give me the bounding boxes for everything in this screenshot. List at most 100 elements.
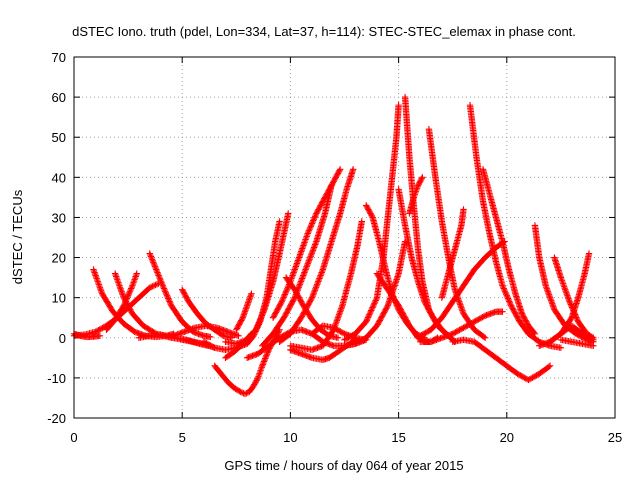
data-point [294, 287, 301, 294]
data-point [383, 303, 391, 311]
data-point [120, 302, 127, 309]
data-point [506, 298, 513, 305]
data-point [527, 375, 535, 382]
data-point [298, 275, 306, 282]
data-point [161, 286, 168, 294]
data-point [282, 289, 289, 297]
data-point [315, 278, 322, 285]
data-point [155, 273, 163, 281]
data-point [588, 335, 596, 343]
series-31 [417, 238, 508, 339]
data-point [348, 332, 355, 340]
y-tick-label: -20 [47, 411, 66, 426]
data-point [285, 281, 293, 288]
data-point [419, 331, 427, 338]
data-point [317, 272, 324, 279]
data-point [119, 303, 127, 311]
data-point [566, 299, 574, 307]
series-19 [276, 166, 357, 345]
data-point [96, 326, 103, 333]
data-point [294, 285, 302, 292]
data-point [312, 284, 320, 291]
data-point [481, 334, 489, 341]
data-point [254, 376, 261, 383]
data-point [148, 254, 155, 262]
data-point [418, 175, 425, 182]
data-point [262, 355, 269, 362]
data-point [255, 319, 263, 326]
data-point [312, 211, 319, 219]
data-point [206, 341, 213, 348]
data-point [566, 298, 573, 305]
data-point [166, 298, 173, 305]
data-point [292, 292, 299, 300]
data-point [309, 218, 316, 226]
data-point [507, 301, 514, 308]
data-point [476, 315, 483, 322]
data-point [582, 332, 589, 339]
data-point [357, 337, 364, 344]
x-tick-label: 15 [391, 430, 405, 445]
data-point [530, 373, 538, 381]
chart-title: dSTEC Iono. truth (pdel, Lon=334, Lat=37… [72, 24, 576, 39]
data-point [300, 270, 308, 278]
data-point [371, 298, 379, 306]
axis-ticks: 0 5 10 15 20 25 -20 -10 0 10 20 30 40 50 60 70 [47, 50, 622, 445]
data-point [165, 295, 172, 302]
data-point [258, 312, 266, 319]
data-point [280, 294, 287, 301]
series-18 [259, 182, 335, 349]
data-point [368, 305, 376, 313]
data-point [297, 278, 305, 285]
data-point [303, 263, 310, 270]
x-tick-label: 20 [500, 430, 514, 445]
data-point [353, 339, 360, 347]
y-tick-label: 20 [52, 251, 66, 266]
series-21 [287, 336, 359, 364]
data-point [296, 282, 303, 290]
data-point [312, 241, 319, 248]
data-point [464, 322, 471, 329]
data-point [336, 167, 343, 174]
data-point [501, 286, 508, 294]
data-point [526, 375, 533, 383]
data-point [259, 309, 267, 316]
data-point [124, 293, 131, 301]
series-8 [179, 286, 236, 341]
data-point [519, 373, 527, 381]
y-tick-label: 50 [52, 130, 66, 145]
data-point [156, 275, 163, 282]
data-point [458, 325, 466, 332]
series-34 [466, 101, 565, 352]
data-point [363, 317, 370, 324]
data-point [311, 214, 318, 221]
data-point [311, 288, 318, 295]
data-point [336, 166, 344, 173]
data-point [456, 326, 463, 334]
data-point [253, 325, 260, 332]
data-point [334, 326, 341, 334]
series-29 [406, 174, 426, 217]
data-point [452, 329, 459, 336]
data-point [367, 308, 374, 316]
data-point [307, 253, 314, 260]
data-point [241, 390, 249, 398]
data-point [480, 313, 488, 320]
data-point [309, 248, 316, 256]
data-point [421, 330, 428, 337]
data-point [449, 330, 456, 337]
data-point [364, 314, 372, 321]
data-point [583, 332, 590, 340]
data-point [331, 325, 339, 332]
data-point [260, 359, 267, 367]
data-point [252, 326, 259, 333]
x-tick-label: 5 [179, 430, 186, 445]
data-point [360, 336, 367, 343]
data-point [503, 292, 510, 299]
data-point [502, 289, 509, 296]
data-point [590, 342, 597, 349]
data-point [308, 221, 315, 229]
data-point [291, 294, 298, 301]
data-point [207, 342, 214, 349]
data-point [305, 228, 312, 236]
